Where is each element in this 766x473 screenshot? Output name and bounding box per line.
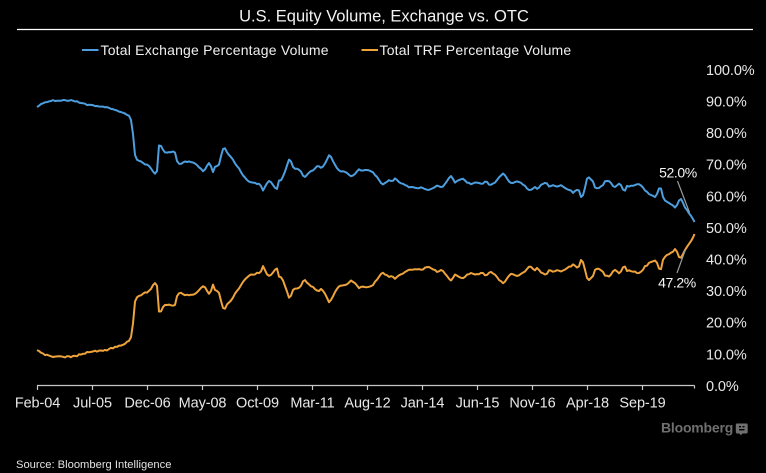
svg-text:Aug-12: Aug-12 [344, 396, 390, 412]
svg-text:40.0%: 40.0% [706, 253, 747, 269]
svg-text:Apr-18: Apr-18 [566, 396, 609, 412]
svg-text:Oct-09: Oct-09 [236, 396, 279, 412]
svg-text:Nov-16: Nov-16 [509, 396, 555, 412]
svg-text:80.0%: 80.0% [706, 126, 747, 142]
svg-text:May-08: May-08 [179, 396, 227, 412]
svg-text:Mar-11: Mar-11 [290, 396, 334, 412]
svg-text:Jul-05: Jul-05 [73, 396, 112, 412]
svg-text:Feb-04: Feb-04 [15, 396, 60, 412]
svg-text:60.0%: 60.0% [706, 189, 747, 205]
svg-text:Dec-06: Dec-06 [124, 396, 170, 412]
svg-text:U.S. Equity Volume, Exchange v: U.S. Equity Volume, Exchange vs. OTC [239, 8, 529, 26]
svg-text:Jan-14: Jan-14 [401, 396, 445, 412]
svg-text:Bloomberg: Bloomberg [661, 420, 733, 436]
svg-text:Jun-15: Jun-15 [456, 396, 500, 412]
svg-text:20.0%: 20.0% [706, 316, 747, 332]
svg-text:30.0%: 30.0% [706, 284, 747, 300]
svg-text:90.0%: 90.0% [706, 95, 747, 111]
svg-text:100.0%: 100.0% [706, 63, 755, 79]
svg-text:0.0%: 0.0% [706, 379, 739, 395]
svg-text:52.0%: 52.0% [659, 165, 697, 181]
svg-text:Sep-19: Sep-19 [619, 396, 665, 412]
svg-text:10.0%: 10.0% [706, 347, 747, 363]
svg-text:Source: Bloomberg Intelligence: Source: Bloomberg Intelligence [16, 459, 171, 471]
svg-text:50.0%: 50.0% [706, 221, 747, 237]
svg-text:47.2%: 47.2% [658, 275, 696, 291]
svg-text:Total Exchange Percentage Volu: Total Exchange Percentage Volume [101, 42, 329, 58]
svg-text:70.0%: 70.0% [706, 158, 747, 174]
svg-text:Total TRF Percentage Volume: Total TRF Percentage Volume [380, 42, 572, 58]
